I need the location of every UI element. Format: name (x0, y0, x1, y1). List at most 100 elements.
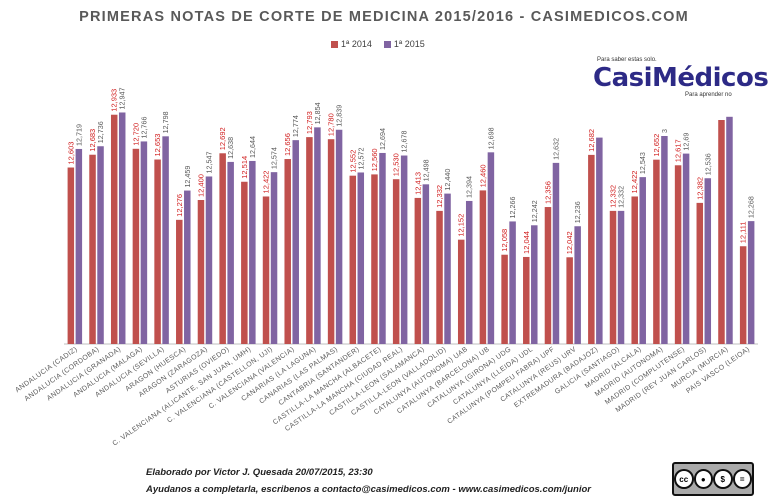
data-label-2014-24: 12,682 (587, 129, 596, 152)
bar-2014-26 (631, 196, 638, 344)
data-label-2015-28: 12,69 (682, 133, 691, 151)
bar-2015-21 (531, 225, 538, 344)
data-label-2015-15: 12,678 (400, 131, 409, 153)
data-label-2015-5: 12,459 (183, 166, 192, 188)
data-label-2015-27: 3 (660, 129, 669, 133)
data-label-2014-20: 12,058 (500, 229, 509, 252)
data-label-2014-15: 12,530 (392, 153, 401, 176)
bar-2015-11 (314, 127, 321, 344)
data-label-2014-11: 12,793 (305, 111, 314, 134)
data-label-2014-6: 12,400 (196, 174, 205, 197)
footer-contact: Ayudanos a completarla, escribenos a con… (146, 484, 591, 495)
chart-title: PRIMERAS NOTAS DE CORTE DE MEDICINA 2015… (79, 9, 689, 25)
bar-2014-4 (154, 159, 161, 344)
bar-2015-15 (400, 155, 408, 344)
legend-swatch-2014 (331, 41, 338, 49)
data-label-2015-2: 12,947 (118, 87, 127, 109)
bar-2014-28 (674, 165, 682, 344)
logo-tagline-bottom: Para aprender no (685, 92, 732, 98)
bar-2015-4 (162, 136, 169, 344)
data-label-2015-23: 12,236 (573, 201, 582, 223)
data-label-2015-31: 12,268 (747, 196, 756, 218)
bar-2014-22 (544, 207, 552, 344)
bar-2014-5 (176, 219, 183, 344)
data-label-2014-13: 12,552 (348, 150, 357, 173)
bar-2014-19 (479, 190, 487, 344)
casimedicos-logo: Para saber estas solo. CasiMédicos Para … (593, 57, 768, 103)
data-label-2015-22: 12,632 (551, 138, 560, 160)
bar-2014-29 (696, 202, 704, 344)
data-label-2014-17: 12,332 (435, 185, 444, 208)
bar-2015-20 (509, 221, 516, 344)
bar-2014-15 (392, 179, 400, 344)
bar-2014-30 (718, 120, 725, 344)
bar-2015-1 (97, 146, 104, 344)
data-label-2014-12: 12,780 (327, 113, 336, 136)
bar-2015-23 (574, 226, 581, 344)
bar-2014-13 (349, 175, 357, 344)
data-label-2015-29: 12,536 (703, 153, 712, 175)
data-label-2015-12: 12,839 (335, 105, 344, 127)
bar-2014-2 (110, 114, 118, 344)
bar-2015-16 (422, 184, 430, 344)
data-label-2014-2: 12,933 (110, 89, 119, 112)
bar-2015-17 (444, 193, 451, 344)
data-label-2014-23: 12,042 (565, 231, 574, 254)
bar-2015-18 (465, 200, 473, 344)
nd-icon: = (732, 469, 752, 489)
bar-2015-3 (140, 141, 148, 344)
bar-2015-28 (682, 153, 690, 344)
bar-2015-31 (747, 221, 755, 344)
data-label-2014-16: 12,413 (413, 172, 422, 195)
logo-brand: CasiMédicos (593, 63, 768, 93)
bar-2014-23 (566, 257, 573, 344)
bar-2014-0 (67, 167, 75, 344)
legend-item-2015: 1ª 2015 (383, 39, 425, 49)
bar-2015-0 (75, 148, 83, 344)
data-label-2014-7: 12,692 (218, 127, 227, 150)
data-label-2014-25: 12,332 (609, 185, 618, 208)
data-label-2014-28: 12,617 (674, 139, 683, 162)
data-label-2014-18: 12,152 (457, 214, 466, 237)
bar-2014-20 (501, 254, 508, 344)
data-label-2014-21: 12,044 (522, 231, 531, 254)
data-label-2015-3: 12,766 (139, 116, 148, 138)
legend-label-2014: 1ª 2014 (341, 39, 372, 49)
bar-2015-9 (270, 172, 278, 344)
data-label-2014-26: 12,422 (630, 171, 639, 194)
data-label-2015-20: 12,266 (508, 196, 517, 218)
bar-2015-6 (205, 176, 213, 344)
data-label-2015-7: 12,638 (226, 137, 235, 159)
bar-2015-29 (704, 178, 712, 344)
data-label-2014-4: 12,653 (153, 134, 162, 157)
bar-2015-19 (487, 152, 495, 344)
data-label-2015-21: 12,242 (530, 200, 539, 222)
bar-2015-13 (357, 172, 365, 344)
bar-2014-8 (241, 181, 248, 344)
bar-2014-18 (457, 239, 465, 344)
bar-2014-24 (588, 154, 595, 344)
bar-2015-5 (184, 190, 191, 344)
footer-credit: Elaborado por Victor J. Quesada 20/07/20… (146, 467, 373, 478)
chart-legend: 1ª 2014 1ª 2015 (331, 39, 425, 49)
data-label-2014-9: 12,422 (262, 171, 271, 194)
bar-2014-7 (219, 153, 226, 344)
bar-2014-25 (609, 210, 617, 344)
nc-icon: $ (713, 469, 733, 489)
bar-2014-12 (327, 139, 335, 344)
cc-icon: cc (674, 469, 694, 489)
bar-2015-2 (118, 112, 126, 344)
data-label-2015-16: 12,498 (421, 159, 430, 181)
data-label-2014-10: 12,656 (283, 133, 292, 156)
bar-2014-21 (523, 256, 530, 344)
data-label-2014-29: 12,382 (695, 177, 704, 200)
data-label-2015-6: 12,547 (204, 151, 213, 173)
bar-2015-24 (596, 137, 603, 344)
legend-swatch-2015 (383, 41, 391, 49)
bar-2014-17 (436, 210, 443, 344)
bar-2014-31 (739, 246, 747, 344)
data-label-2014-14: 12,560 (370, 148, 379, 171)
data-label-2015-1: 12,736 (96, 121, 105, 143)
data-label-2014-1: 12,683 (88, 129, 97, 152)
